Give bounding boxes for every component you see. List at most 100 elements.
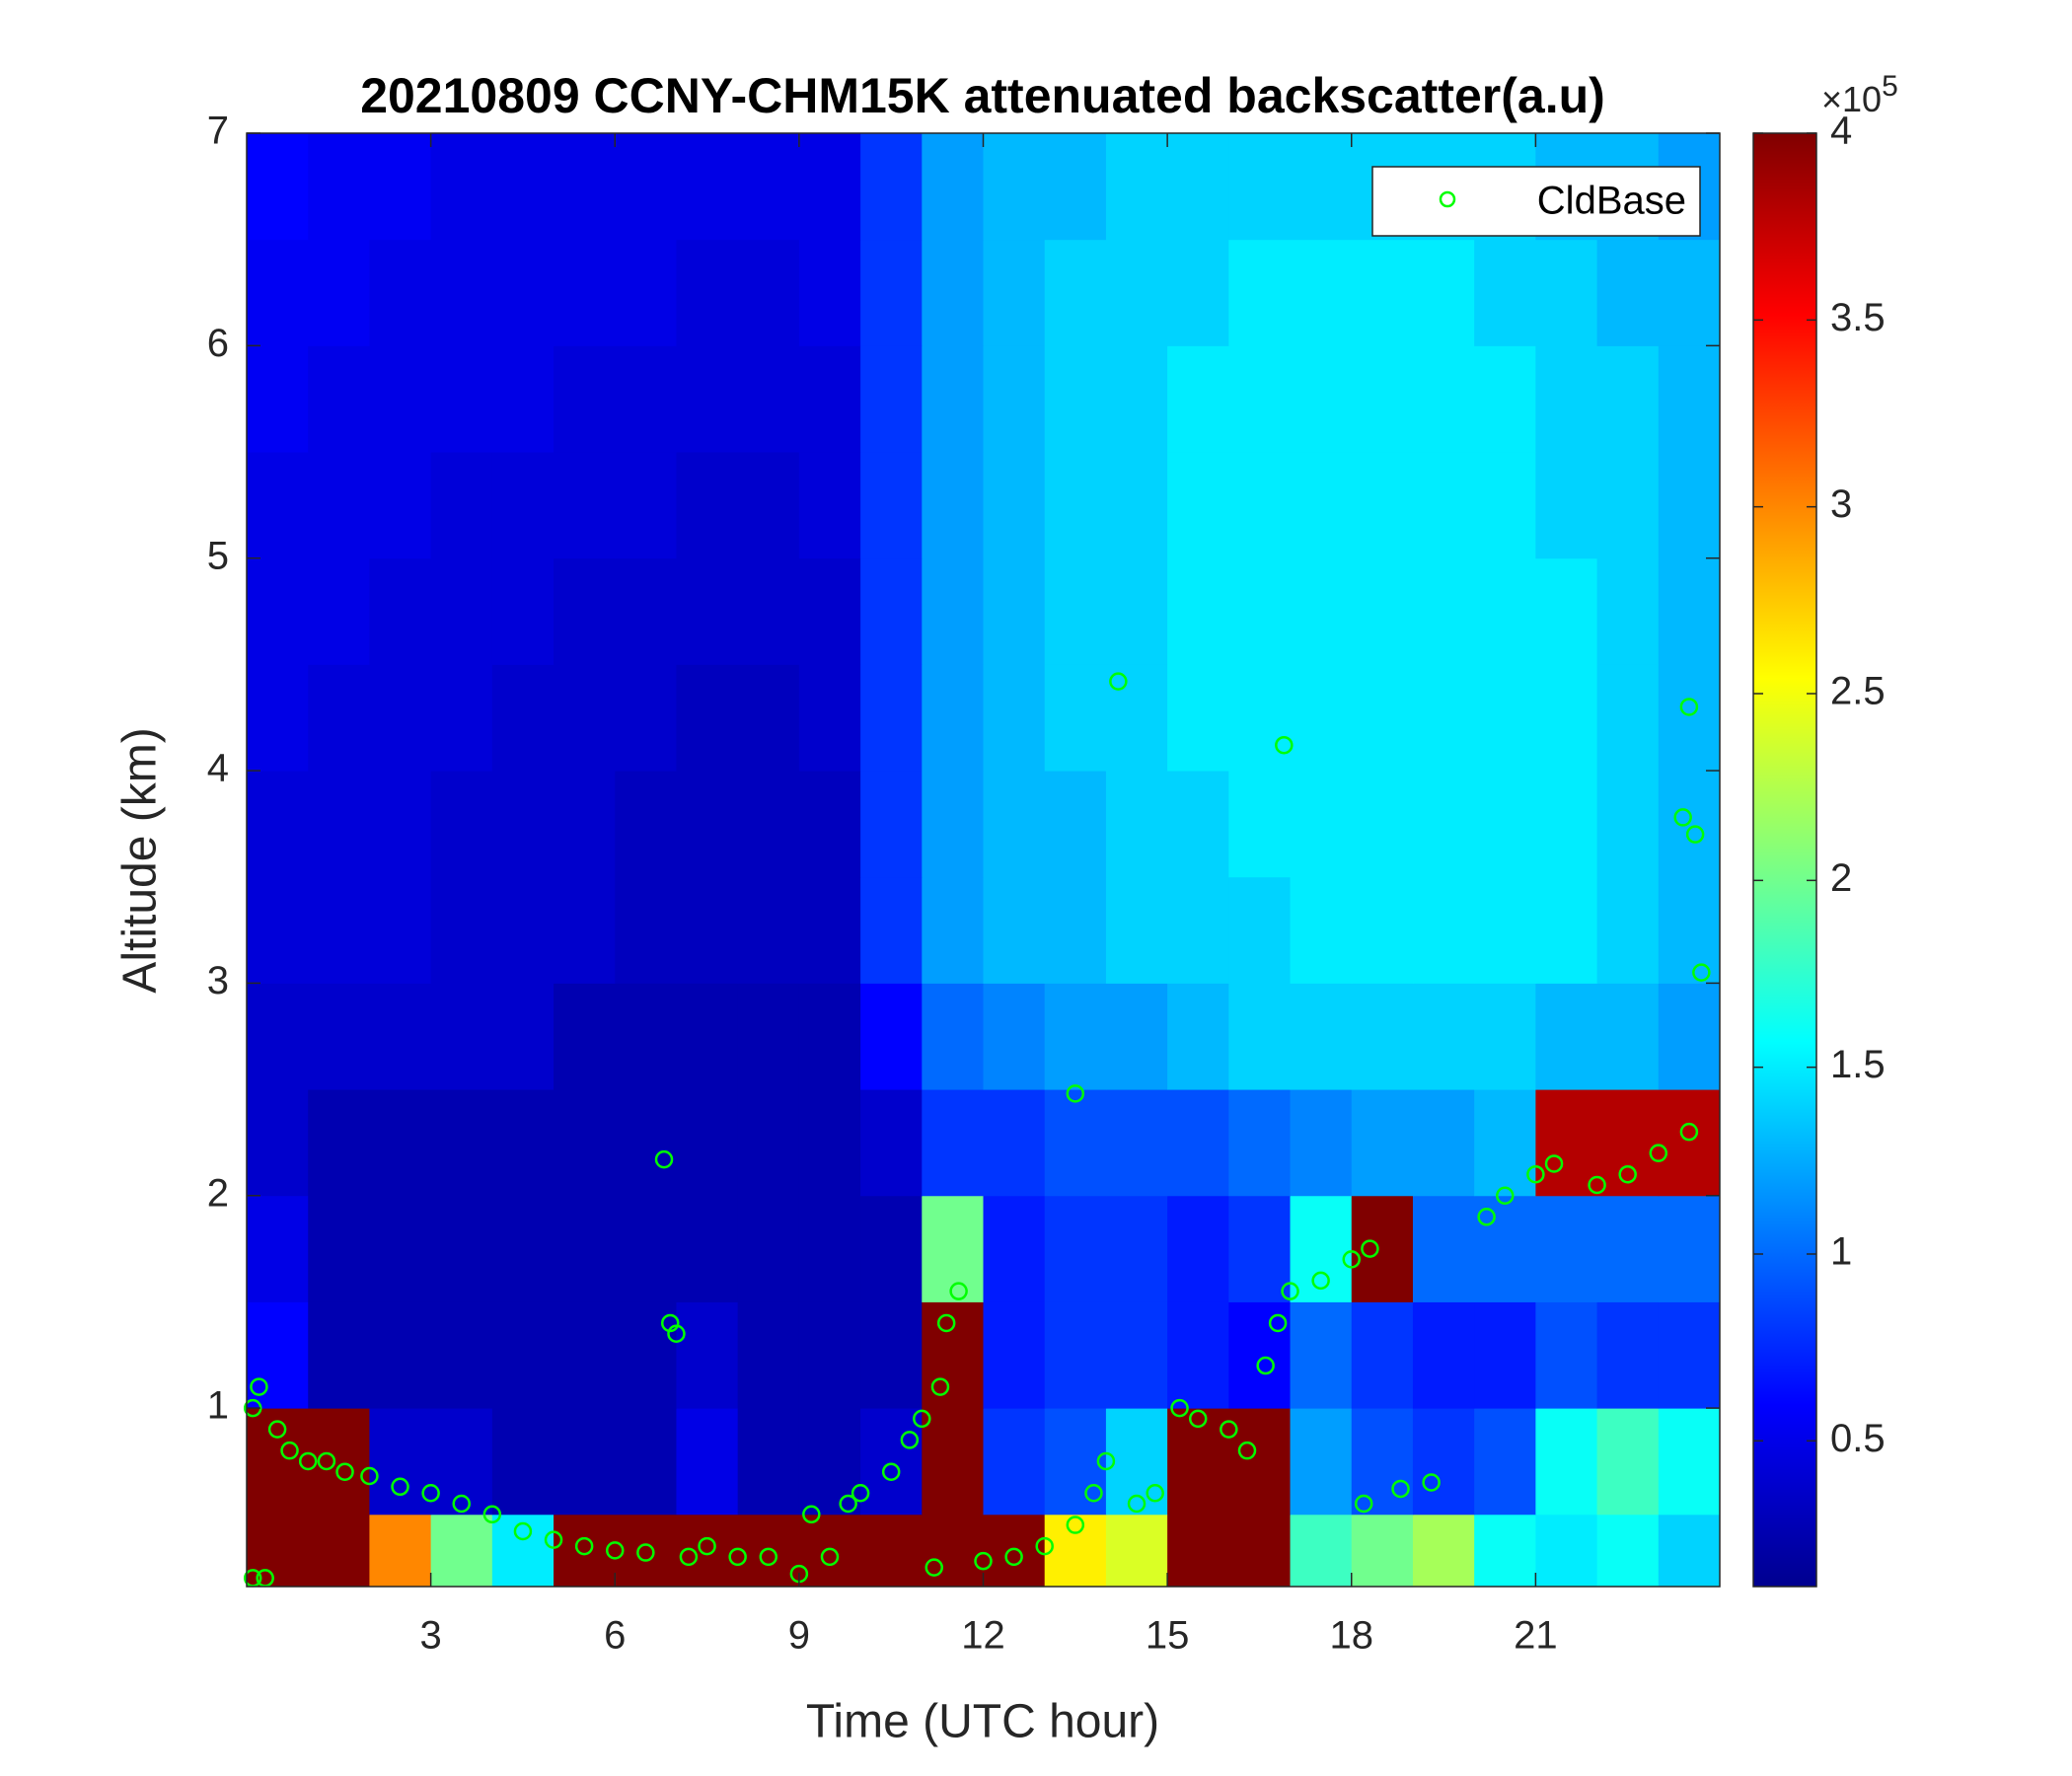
heatmap-cell: [798, 664, 861, 772]
heatmap-cell: [430, 345, 493, 453]
heatmap-cell: [1474, 345, 1536, 453]
heatmap-cell: [430, 1408, 493, 1516]
heatmap-cell: [983, 557, 1046, 665]
heatmap-cell: [798, 452, 861, 559]
heatmap-cell: [308, 1408, 370, 1516]
heatmap-cell: [1044, 1301, 1107, 1409]
heatmap-cell: [1167, 345, 1229, 453]
heatmap-cell: [491, 1089, 555, 1197]
heatmap-cell: [430, 1089, 493, 1197]
cloud-base-point: [1256, 1356, 1275, 1375]
y-tick-label: 5: [207, 534, 229, 577]
heatmap-cell: [983, 1089, 1046, 1197]
heatmap-cell: [1535, 557, 1598, 665]
heatmap-cell: [1658, 1195, 1721, 1302]
heatmap-cell: [1228, 1514, 1292, 1588]
colorbar-scale: ×105: [1821, 70, 1898, 119]
heatmap-cell: [1290, 557, 1353, 665]
heatmap-cell: [1474, 983, 1536, 1090]
heatmap-cell: [983, 452, 1046, 559]
heatmap-cell: [1658, 1514, 1721, 1588]
heatmap-cell: [1596, 771, 1660, 878]
heatmap-cell: [1658, 876, 1721, 984]
cloud-base-point: [335, 1462, 354, 1481]
heatmap-cell: [1228, 664, 1292, 772]
cloud-base-point: [839, 1494, 857, 1514]
heatmap-cell: [1535, 664, 1598, 772]
heatmap-cell: [1535, 876, 1598, 984]
heatmap-cell: [308, 557, 370, 665]
heatmap-cell: [983, 876, 1046, 984]
heatmap-cell: [860, 876, 923, 984]
heatmap-cell: [430, 983, 493, 1090]
colorbar-scale-exponent: 5: [1882, 70, 1898, 103]
heatmap-cell: [615, 557, 677, 665]
heatmap-cell: [1535, 771, 1598, 878]
cloud-base-point: [1679, 698, 1699, 716]
heatmap-cell: [369, 1514, 432, 1588]
heatmap-cell: [922, 239, 984, 346]
heatmap-cell: [1596, 345, 1660, 453]
heatmap-cell: [1596, 557, 1660, 665]
heatmap-cell: [1596, 876, 1660, 984]
heatmap-cell: [430, 1301, 493, 1409]
heatmap-cell: [615, 1195, 677, 1302]
heatmap-cell: [983, 771, 1046, 878]
heatmap-cell: [1290, 345, 1353, 453]
heatmap-cell: [369, 1195, 432, 1302]
heatmap-cell: [308, 452, 370, 559]
heatmap-cell: [554, 983, 616, 1090]
heatmap-cell: [1535, 1089, 1598, 1197]
heatmap-cell: [369, 345, 432, 453]
colorbar: [1752, 132, 1817, 1588]
heatmap-cell: [491, 664, 555, 772]
colorbar-tick-label: 1: [1830, 1230, 1852, 1274]
heatmap-cell: [247, 1195, 309, 1302]
heatmap-cell: [369, 664, 432, 772]
heatmap-cell: [798, 345, 861, 453]
heatmap-cell: [1474, 876, 1536, 984]
heatmap-cell: [1167, 1301, 1229, 1409]
heatmap-cell: [1228, 345, 1292, 453]
heatmap-cell: [308, 876, 370, 984]
heatmap-cell: [1351, 983, 1414, 1090]
heatmap-cell: [1351, 1089, 1414, 1197]
y-tick-label: 4: [207, 747, 229, 790]
cloud-base-point: [574, 1536, 594, 1556]
heatmap-cell: [1105, 345, 1168, 453]
cloud-base-point: [1275, 735, 1294, 755]
cloud-base-point: [936, 1313, 956, 1333]
heatmap-cell: [1351, 771, 1414, 878]
cloud-base-point: [1084, 1483, 1103, 1503]
heatmap-cell: [737, 1408, 800, 1516]
heatmap-cell: [1167, 1089, 1229, 1197]
cloud-base-point: [606, 1541, 625, 1560]
heatmap-cell: [369, 557, 432, 665]
heatmap-cell: [1596, 1514, 1660, 1588]
heatmap-cell: [1228, 876, 1292, 984]
heatmap-cell: [247, 983, 309, 1090]
cloud-base-point: [679, 1547, 699, 1567]
heatmap-cell: [737, 239, 800, 346]
heatmap-cell: [430, 876, 493, 984]
cloud-base-point: [1618, 1164, 1637, 1184]
heatmap-cell: [247, 1408, 309, 1516]
heatmap-cell: [554, 1089, 616, 1197]
heatmap-cell: [676, 1514, 739, 1588]
heatmap-cell: [1351, 557, 1414, 665]
heatmap-cell: [1167, 771, 1229, 878]
cloud-base-point: [1526, 1164, 1545, 1184]
heatmap-cell: [1351, 345, 1414, 453]
x-tick-label: 6: [604, 1614, 626, 1658]
heatmap-cell: [1167, 1408, 1229, 1516]
heatmap-cell: [1474, 557, 1536, 665]
heatmap-cell: [308, 1089, 370, 1197]
heatmap-cell: [1658, 452, 1721, 559]
heatmap-cell: [798, 133, 861, 241]
heatmap-cell: [737, 1301, 800, 1409]
heatmap-cell: [1044, 1089, 1107, 1197]
cloud-base-point: [1170, 1398, 1189, 1418]
heatmap-cell: [430, 239, 493, 346]
heatmap-cell: [1105, 1089, 1168, 1197]
heatmap-cell: [491, 1514, 555, 1588]
